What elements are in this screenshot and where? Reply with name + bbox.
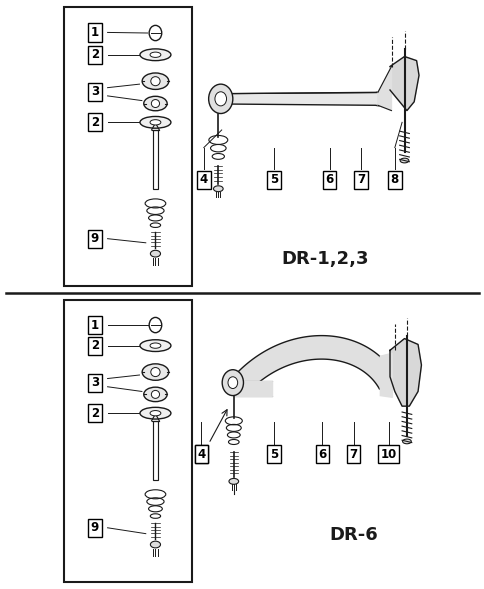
- Ellipse shape: [140, 408, 170, 419]
- Ellipse shape: [151, 391, 159, 398]
- Ellipse shape: [142, 73, 168, 90]
- Ellipse shape: [140, 340, 170, 352]
- Polygon shape: [236, 336, 395, 392]
- Ellipse shape: [228, 478, 238, 484]
- Text: 2: 2: [91, 116, 99, 129]
- Polygon shape: [235, 382, 271, 396]
- Text: 6: 6: [318, 448, 326, 461]
- Ellipse shape: [213, 186, 223, 191]
- Text: 1: 1: [91, 319, 99, 332]
- Bar: [63, 300, 191, 583]
- Ellipse shape: [150, 52, 161, 57]
- Text: DR-6: DR-6: [329, 527, 378, 544]
- Text: 3: 3: [91, 376, 99, 389]
- Circle shape: [208, 84, 232, 114]
- Text: 1: 1: [91, 26, 99, 39]
- Ellipse shape: [150, 541, 160, 548]
- Circle shape: [227, 377, 237, 389]
- Text: 5: 5: [269, 173, 277, 186]
- Text: DR-1,2,3: DR-1,2,3: [280, 250, 368, 268]
- Ellipse shape: [150, 411, 161, 416]
- Polygon shape: [389, 57, 418, 111]
- Circle shape: [214, 92, 226, 106]
- Ellipse shape: [150, 343, 161, 348]
- Ellipse shape: [143, 96, 167, 111]
- Ellipse shape: [150, 250, 160, 257]
- Text: 7: 7: [349, 448, 357, 461]
- Text: 8: 8: [390, 173, 398, 186]
- Text: 4: 4: [197, 448, 205, 461]
- Ellipse shape: [143, 387, 167, 402]
- Ellipse shape: [151, 100, 159, 108]
- Polygon shape: [379, 353, 392, 398]
- Text: 9: 9: [91, 521, 99, 534]
- Text: 2: 2: [91, 406, 99, 420]
- Text: 3: 3: [91, 85, 99, 98]
- Text: 6: 6: [325, 173, 333, 186]
- Text: 4: 4: [197, 448, 205, 461]
- Bar: [152, 130, 158, 188]
- Circle shape: [222, 370, 243, 396]
- Ellipse shape: [399, 158, 408, 163]
- Bar: [63, 6, 191, 286]
- Ellipse shape: [151, 368, 160, 376]
- Ellipse shape: [140, 117, 170, 128]
- Ellipse shape: [140, 49, 170, 61]
- Text: 2: 2: [91, 339, 99, 352]
- Text: 10: 10: [379, 448, 396, 461]
- Text: 7: 7: [356, 173, 364, 186]
- Polygon shape: [389, 339, 421, 406]
- Ellipse shape: [151, 77, 160, 86]
- Text: 4: 4: [199, 173, 208, 186]
- Text: 9: 9: [91, 232, 99, 245]
- Polygon shape: [223, 91, 389, 107]
- Bar: [152, 421, 158, 479]
- Text: 2: 2: [91, 48, 99, 61]
- Ellipse shape: [402, 439, 410, 444]
- Ellipse shape: [150, 120, 161, 125]
- Polygon shape: [377, 67, 391, 111]
- Ellipse shape: [142, 364, 168, 380]
- Text: 5: 5: [269, 448, 277, 461]
